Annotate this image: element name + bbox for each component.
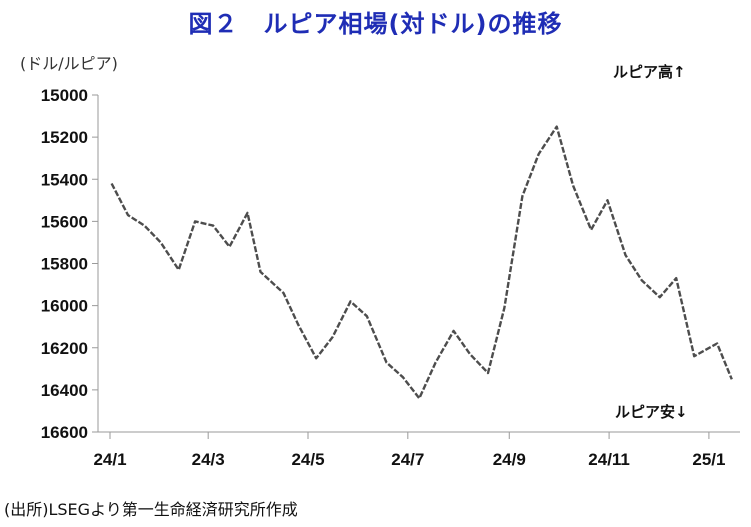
- x-tick-label: 24/7: [391, 450, 424, 469]
- axes: [92, 94, 740, 439]
- x-tick-label: 24/5: [291, 450, 324, 469]
- x-tick-label: 25/1: [692, 450, 725, 469]
- y-tick-label: 16400: [41, 381, 88, 400]
- y-tick-label: 15400: [41, 170, 88, 189]
- y-tick-label: 15800: [41, 255, 88, 274]
- y-tick-label: 15000: [41, 86, 88, 105]
- x-tick-labels: 24/1 24/3 24/5 24/7 24/9 24/11 25/1: [93, 450, 725, 469]
- x-tick-label: 24/3: [192, 450, 225, 469]
- series-group: [110, 125, 733, 400]
- y-tick-label: 15200: [41, 128, 88, 147]
- annotation-rupiah-down: ルピア安↓: [615, 403, 688, 421]
- source-note: (出所)LSEGより第一生命経済研究所作成: [4, 500, 298, 519]
- x-tick-label: 24/1: [93, 450, 126, 469]
- x-tick-label: 24/9: [493, 450, 526, 469]
- chart-area: 15000 15200 15400 15600 15800 16000 16200 16400…: [41, 63, 740, 469]
- y-tick-label: 15600: [41, 212, 88, 231]
- chart-title: 図２ ルピア相場(対ドル)の推移: [188, 10, 563, 38]
- y-axis-unit-label: (ドル/ルピア): [20, 54, 118, 73]
- annotation-rupiah-up: ルピア高↑: [613, 63, 686, 81]
- rupiah-rate-line: [110, 125, 733, 400]
- y-tick-label: 16000: [41, 297, 88, 316]
- y-tick-label: 16200: [41, 339, 88, 358]
- y-tick-labels: 15000 15200 15400 15600 15800 16000 16200 16400…: [41, 86, 88, 442]
- x-tick-label: 24/11: [588, 450, 630, 469]
- y-tick-label: 16600: [41, 423, 88, 442]
